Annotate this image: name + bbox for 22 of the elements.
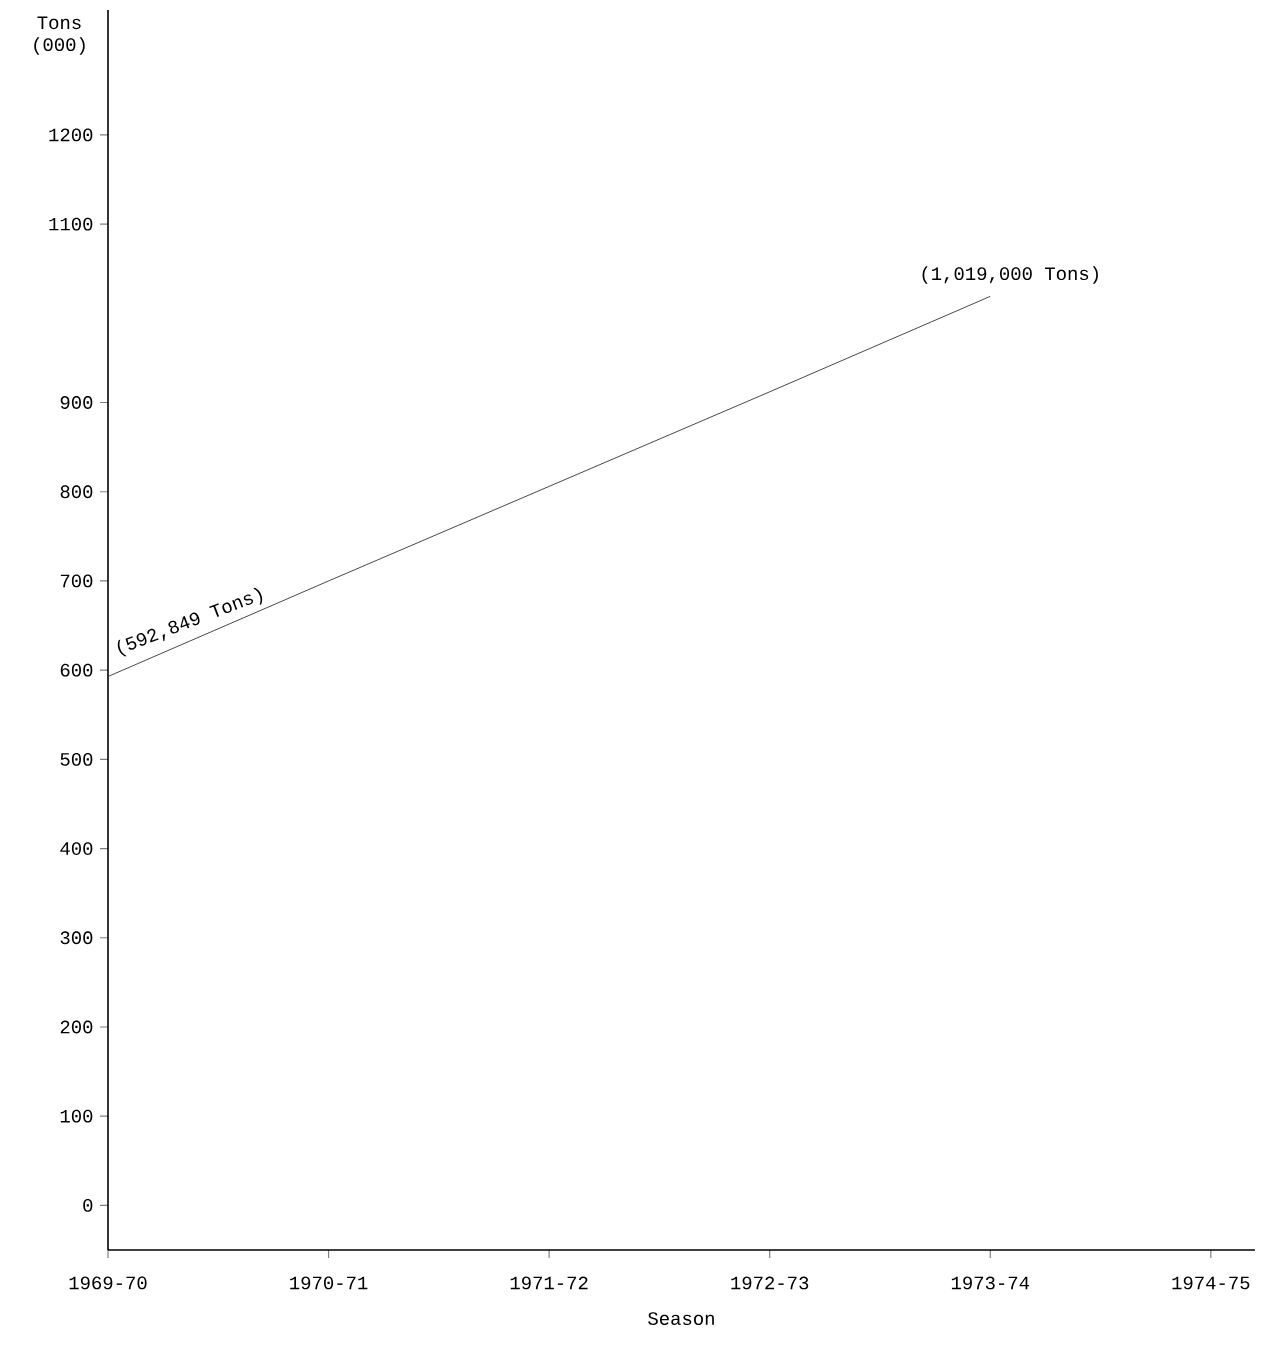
- x-axis-title: Season: [648, 1312, 714, 1326]
- y-axis-title: Tons (000): [34, 16, 85, 55]
- x-tick-label: 1971-72: [510, 1276, 588, 1290]
- y-tick-label: 200: [60, 1020, 93, 1034]
- y-tick-label: 100: [60, 1109, 93, 1123]
- y-tick-label: 800: [60, 485, 93, 499]
- y-tick-label: 300: [60, 931, 93, 945]
- y-tick-label: 900: [60, 396, 93, 409]
- y-tick-label: 700: [60, 574, 93, 588]
- y-tick-label: 0: [83, 1198, 93, 1212]
- y-tick-label: 500: [60, 752, 93, 766]
- x-tick-label: 1973-74: [951, 1276, 1030, 1290]
- x-tick-label: 1972-73: [731, 1276, 809, 1290]
- annotation: (1,019,000 Tons): [922, 266, 1098, 284]
- y-tick-label: 1200: [49, 128, 93, 142]
- y-tick-label: 1100: [49, 217, 93, 231]
- line-series: [107, 295, 991, 677]
- x-tick-label: 1974-75: [1172, 1276, 1250, 1290]
- x-tick-label: 1969-70: [69, 1276, 147, 1290]
- y-tick-label: 600: [60, 663, 93, 677]
- x-tick-label: 1970-71: [290, 1276, 368, 1290]
- y-tick-label: 400: [60, 842, 93, 855]
